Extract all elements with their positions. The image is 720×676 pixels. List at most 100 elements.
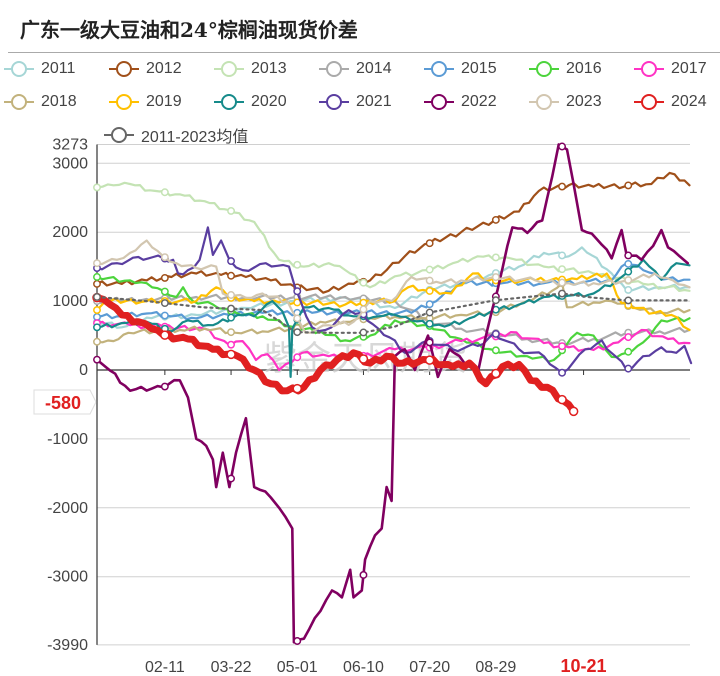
current-value-badge: -580 bbox=[33, 389, 97, 415]
series-2012 bbox=[93, 171, 691, 294]
y-tick-label: -3000 bbox=[47, 569, 88, 586]
data-point bbox=[624, 347, 633, 356]
series-line bbox=[95, 143, 690, 644]
data-point bbox=[568, 406, 579, 417]
title-divider bbox=[8, 52, 720, 53]
legend-label: 2011-2023均值 bbox=[141, 129, 249, 146]
data-point bbox=[624, 364, 633, 373]
legend-line-circle-icon bbox=[109, 94, 139, 110]
series-line bbox=[95, 171, 691, 294]
data-point bbox=[226, 349, 236, 360]
data-point bbox=[93, 312, 101, 321]
y-tick-label: 2000 bbox=[52, 224, 88, 241]
legend-line-circle-icon bbox=[634, 94, 664, 110]
data-point bbox=[160, 287, 169, 296]
legend-item-2023[interactable]: 2023 bbox=[529, 90, 602, 114]
y-tick-label: -2000 bbox=[47, 500, 88, 517]
legend-label: 2019 bbox=[146, 93, 182, 110]
legend-line-circle-icon bbox=[424, 61, 454, 77]
x-tick-label: 10-21 bbox=[561, 656, 607, 676]
data-point bbox=[93, 293, 101, 301]
legend-item-2015[interactable]: 2015 bbox=[424, 57, 497, 81]
legend-item-2022[interactable]: 2022 bbox=[424, 90, 497, 114]
legend-item-2017[interactable]: 2017 bbox=[634, 57, 707, 81]
data-point bbox=[160, 253, 169, 262]
data-point bbox=[425, 276, 434, 285]
badge-background bbox=[33, 389, 97, 415]
data-point bbox=[491, 329, 500, 338]
data-point bbox=[425, 308, 434, 317]
legend-item-2014[interactable]: 2014 bbox=[319, 57, 392, 81]
data-point bbox=[293, 314, 302, 323]
data-point bbox=[93, 259, 101, 268]
legend-label: 2020 bbox=[251, 93, 287, 110]
series-line bbox=[95, 181, 691, 292]
data-point bbox=[624, 181, 633, 190]
y-tick-label: 0 bbox=[79, 362, 88, 379]
current-value-label: -580 bbox=[45, 393, 81, 413]
data-point bbox=[491, 296, 500, 305]
legend-item-2016[interactable]: 2016 bbox=[529, 57, 602, 81]
x-tick-label: 08-29 bbox=[475, 659, 516, 676]
data-point bbox=[160, 273, 169, 282]
legend-line-circle-icon bbox=[424, 94, 454, 110]
series-line bbox=[95, 246, 691, 329]
legend-label: 2024 bbox=[671, 93, 707, 110]
legend-line-circle-icon bbox=[109, 61, 139, 77]
legend-line-circle-icon bbox=[319, 94, 349, 110]
data-point bbox=[558, 342, 567, 351]
data-point bbox=[160, 188, 169, 197]
data-point bbox=[359, 278, 368, 287]
data-point bbox=[93, 279, 101, 288]
data-point bbox=[227, 257, 236, 266]
data-point bbox=[93, 273, 101, 281]
data-point bbox=[227, 206, 236, 215]
legend-item-2011[interactable]: 2011 bbox=[4, 57, 75, 81]
data-point bbox=[227, 304, 236, 313]
data-point bbox=[227, 291, 236, 299]
data-point bbox=[293, 328, 302, 337]
data-point bbox=[425, 338, 434, 347]
data-point bbox=[491, 273, 500, 282]
data-point bbox=[425, 265, 434, 274]
series-2022 bbox=[93, 142, 690, 645]
series-2023 bbox=[93, 239, 691, 334]
x-tick-label: 06-10 bbox=[343, 659, 384, 676]
legend-label: 2018 bbox=[41, 93, 77, 110]
series-2011-2023avg bbox=[93, 289, 691, 337]
legend-item-2024[interactable]: 2024 bbox=[634, 90, 707, 114]
legend-line-circle-icon bbox=[214, 94, 244, 110]
legend-item-average[interactable]: 2011-2023均值 bbox=[104, 123, 248, 147]
data-point bbox=[160, 311, 169, 320]
data-point bbox=[491, 368, 501, 379]
legend-item-2019[interactable]: 2019 bbox=[109, 90, 182, 114]
legend-item-2020[interactable]: 2020 bbox=[214, 90, 287, 114]
legend-label: 2015 bbox=[461, 60, 497, 77]
legend-item-2018[interactable]: 2018 bbox=[4, 90, 77, 114]
legend-item-2013[interactable]: 2013 bbox=[214, 57, 287, 81]
legend-item-2021[interactable]: 2021 bbox=[319, 90, 392, 114]
data-point bbox=[425, 300, 434, 309]
legend-label: 2011 bbox=[41, 60, 76, 77]
legend-line-circle-icon bbox=[4, 61, 34, 77]
data-point bbox=[558, 368, 567, 377]
data-point bbox=[93, 183, 101, 192]
data-point bbox=[293, 353, 302, 362]
data-point bbox=[558, 142, 567, 151]
data-point bbox=[491, 215, 500, 224]
legend-label: 2014 bbox=[356, 60, 392, 77]
data-point bbox=[624, 276, 633, 284]
data-point bbox=[624, 296, 633, 305]
legend-label: 2022 bbox=[461, 93, 497, 110]
legend-item-2012[interactable]: 2012 bbox=[109, 57, 182, 81]
data-point bbox=[227, 313, 236, 322]
data-point bbox=[358, 354, 369, 364]
y-tick-label: -1000 bbox=[47, 431, 88, 448]
data-point bbox=[359, 571, 368, 579]
series-line bbox=[95, 239, 691, 334]
data-point bbox=[93, 323, 101, 332]
series-line bbox=[95, 275, 691, 363]
y-tick-label: -3990 bbox=[47, 637, 88, 654]
data-point bbox=[557, 394, 567, 405]
data-point bbox=[624, 333, 633, 342]
